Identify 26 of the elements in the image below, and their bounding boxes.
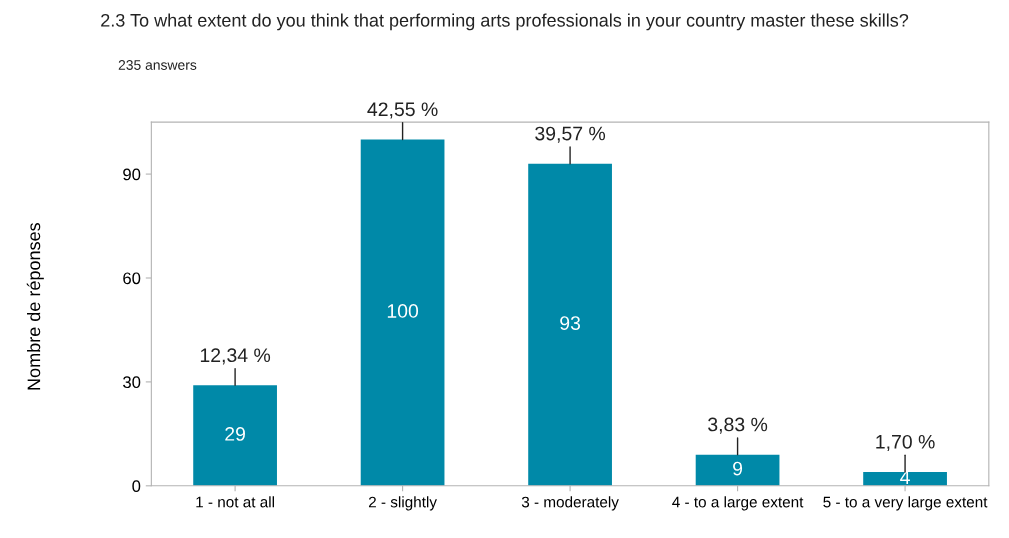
y-tick-label: 0 xyxy=(132,480,141,493)
annotation: 1,70 % xyxy=(876,434,935,451)
bar xyxy=(360,139,445,486)
chart-title: 2.3 To what extent do you think that performing arts professionals in your country master these skills? xyxy=(101,13,909,31)
annotation: 39,57 % xyxy=(535,126,606,143)
data-label: 29 xyxy=(225,427,245,441)
x-tick-label: 3 - moderately xyxy=(521,496,619,511)
annotation: 3,83 % xyxy=(708,417,768,434)
x-tick-label: 5 - to a very large extent xyxy=(823,496,988,511)
annotation: 42,55 % xyxy=(367,102,438,119)
chart-subtitle: 235 answers xyxy=(118,60,197,70)
annotation: 12,34 % xyxy=(200,348,271,365)
x-tick-label: 2 - slightly xyxy=(368,496,437,511)
x-tick-label: 1 - not at all xyxy=(196,496,274,508)
data-label: 100 xyxy=(387,304,419,318)
bar xyxy=(863,471,947,486)
x-tick-label: 4 - to a large extent xyxy=(672,496,804,511)
y-tick-label: 30 xyxy=(123,376,141,389)
data-label: 93 xyxy=(560,316,581,330)
y-tick-label: 90 xyxy=(123,168,141,181)
bar xyxy=(695,454,780,486)
y-tick-label: 60 xyxy=(123,272,141,285)
y-axis-title: Nombre de réponses xyxy=(26,223,44,390)
data-label: 9 xyxy=(733,461,743,476)
bar xyxy=(193,385,277,486)
bar xyxy=(528,163,612,486)
